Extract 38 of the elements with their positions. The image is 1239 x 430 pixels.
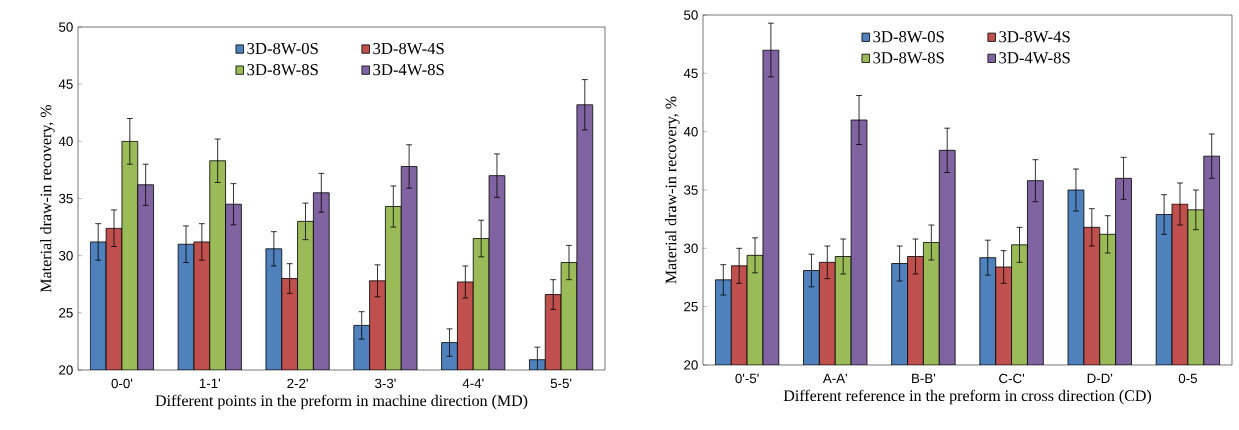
x-tick-label: 3-3' [375, 378, 396, 389]
x-tick-label: B-B' [912, 373, 936, 383]
x-tick-label: 0-5 [1178, 373, 1197, 384]
x-tick-label: 0'-5' [735, 373, 759, 384]
x-tick-label: D-D' [1087, 373, 1113, 383]
y-axis-title: Material draw-in recovery, % [40, 104, 55, 293]
y-tick-label: 45 [58, 79, 73, 89]
legend-label: 3D-8W-8S [873, 52, 944, 64]
y-tick-label: 40 [58, 136, 73, 147]
x-axis-title: Different points in the preform in machine direction (MD) [155, 394, 528, 410]
y-tick-label: 50 [684, 10, 698, 20]
y-tick-label: 50 [59, 22, 73, 32]
legend-label: 3D-4W-8S [999, 52, 1070, 64]
legend-label: 3D-8W-4S [999, 31, 1070, 43]
y-tick-label: 35 [58, 193, 73, 204]
y-tick-label: 20 [684, 360, 698, 370]
y-tick-label: 20 [59, 365, 73, 375]
x-tick-label: 0-0' [111, 378, 133, 389]
x-tick-label: A-A' [822, 373, 847, 383]
y-tick-label: 40 [683, 126, 698, 137]
legend-label: 3D-8W-0S [873, 31, 944, 43]
y-tick-label: 30 [683, 243, 698, 254]
legend-label: 3D-8W-4S [373, 42, 444, 55]
legend-label: 3D-4W-8S [373, 63, 444, 76]
y-tick-label: 35 [683, 185, 698, 195]
legend-label: 3D-8W-8S [247, 63, 318, 76]
y-tick-label: 25 [59, 308, 73, 318]
y-tick-label: 45 [683, 68, 698, 78]
y-tick-label: 30 [58, 250, 73, 261]
x-tick-label: 2-2' [287, 378, 308, 389]
x-tick-label: 4-4' [462, 378, 484, 388]
x-tick-label: C-C' [999, 373, 1025, 384]
x-tick-label: 1-1' [199, 378, 220, 388]
x-tick-label: 5-5' [550, 378, 572, 389]
y-axis-title: Material draw-in recovery, % [665, 96, 680, 284]
legend-label: 3D-8W-0S [247, 42, 318, 55]
y-tick-label: 25 [684, 301, 698, 312]
x-axis-title: Different reference in the preform in cross direction (CD) [783, 389, 1152, 405]
